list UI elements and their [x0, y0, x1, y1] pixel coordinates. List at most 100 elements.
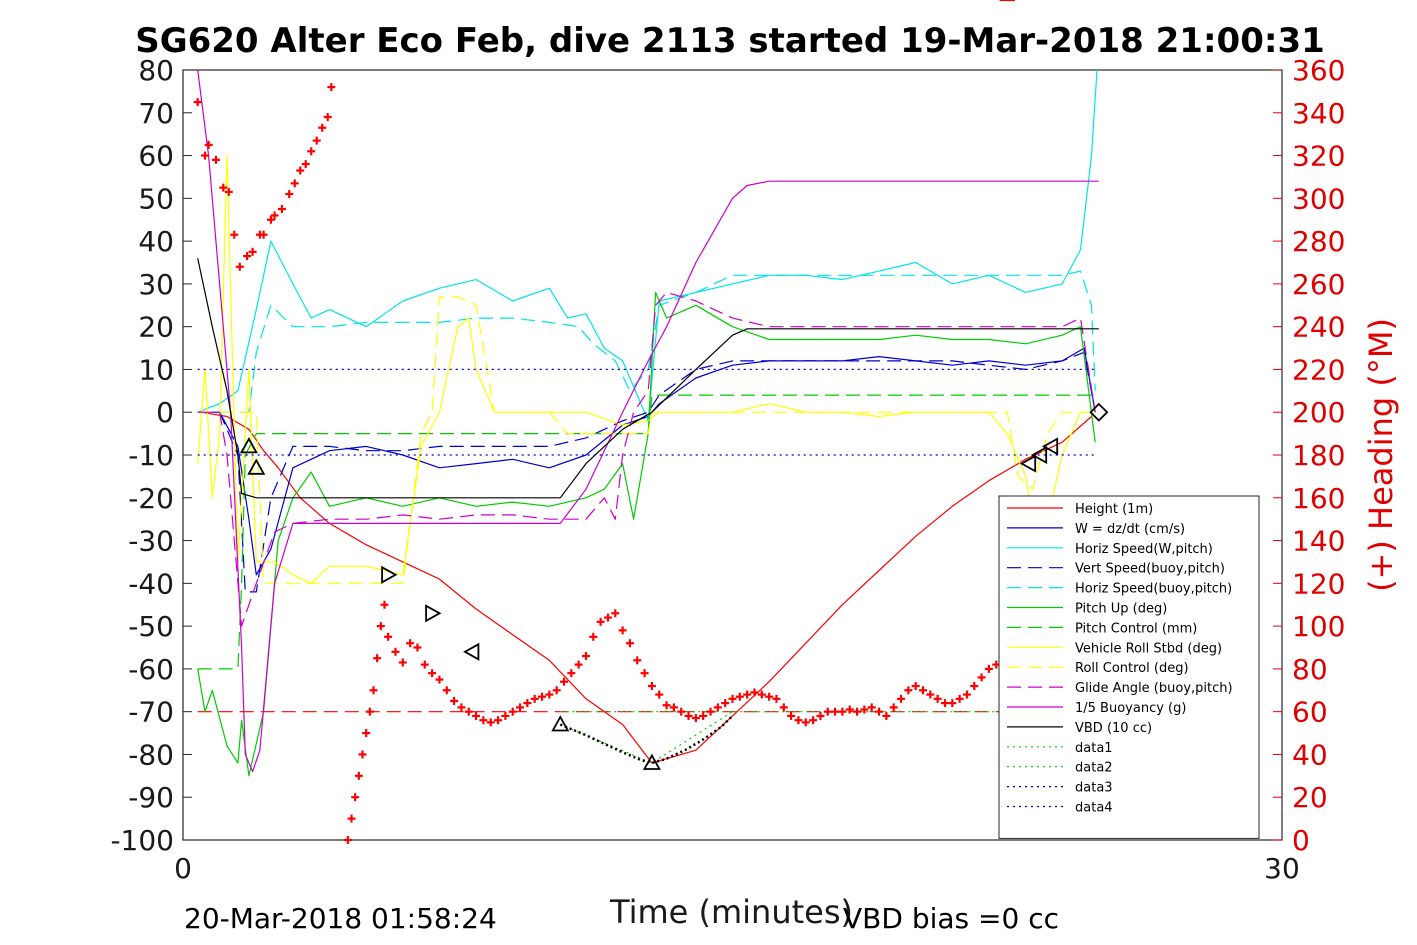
- heading-point: [290, 179, 299, 188]
- y-right-tick-label: 60: [1292, 696, 1328, 729]
- heading-point: [567, 669, 576, 678]
- legend-label: data4: [1075, 801, 1113, 816]
- y-right-tick-label: 40: [1292, 738, 1328, 771]
- heading-point: [581, 652, 590, 661]
- dive-marker: [1030, 445, 1048, 465]
- y-right-tick-label: 320: [1292, 140, 1345, 173]
- heading-point: [809, 716, 818, 725]
- heading-point: [904, 686, 913, 695]
- legend-label: data1: [1075, 741, 1113, 756]
- heading-point: [889, 703, 898, 712]
- heading-point: [926, 690, 935, 699]
- axis-ticks: 80706050403020100-10-20-30-40-50-60-70-8…: [110, 54, 1345, 885]
- heading-point: [224, 187, 233, 196]
- series-line: [197, 347, 1096, 576]
- heading-point: [933, 694, 942, 703]
- heading-point: [369, 686, 378, 695]
- y-tick-label: 0: [156, 396, 174, 429]
- heading-point: [235, 262, 244, 271]
- legend-entry: W = dz/dt (cm/s): [1007, 522, 1185, 537]
- heading-point: [343, 836, 352, 844]
- y-right-tick-label: 280: [1292, 225, 1345, 258]
- legend-entry: data2: [1007, 761, 1113, 776]
- heading-point: [559, 677, 568, 686]
- heading-point: [266, 215, 275, 224]
- footer-date: 20-Mar-2018 01:58:24: [184, 902, 497, 935]
- heading-point: [860, 705, 869, 714]
- heading-point: [918, 686, 927, 695]
- heading-point: [787, 711, 796, 720]
- legend-label: Height (1m): [1075, 502, 1153, 517]
- legend-entry: Vehicle Roll Stbd (deg): [1007, 641, 1222, 656]
- heading-point: [662, 701, 671, 710]
- heading-point: [574, 660, 583, 669]
- y-tick-label: -30: [128, 525, 174, 558]
- legend-entry: Pitch Up (deg): [1007, 602, 1167, 617]
- heading-point: [354, 771, 363, 780]
- heading-point: [977, 673, 986, 682]
- legend-entry: Pitch Control (mm): [1007, 621, 1197, 636]
- y-tick-label: 20: [138, 311, 174, 344]
- x-tick-label: 30: [1264, 852, 1300, 885]
- legend-entry: Horiz Speed(buoy,pitch): [1007, 582, 1232, 597]
- heading-point: [699, 711, 708, 720]
- heading-point: [376, 622, 385, 631]
- heading-point: [479, 716, 488, 725]
- heading-point: [838, 707, 847, 716]
- heading-point: [640, 669, 649, 678]
- heading-point: [765, 692, 774, 701]
- y-tick-label: -50: [128, 610, 174, 643]
- chart-title: SG620 Alter Eco Feb, dive 2113 started 1…: [135, 21, 1325, 61]
- y-right-tick-label: 120: [1292, 567, 1345, 600]
- heading-point: [327, 83, 336, 92]
- heading-point: [984, 664, 993, 673]
- heading-point: [882, 711, 891, 720]
- heading-point: [318, 123, 327, 132]
- heading-point: [391, 647, 400, 656]
- series-line: [197, 291, 1096, 777]
- heading-point: [243, 252, 252, 261]
- heading-point: [779, 703, 788, 712]
- legend-label: W = dz/dt (cm/s): [1075, 522, 1185, 537]
- heading-point: [508, 707, 517, 716]
- dive-marker: [642, 753, 661, 770]
- y-tick-label: 80: [138, 54, 174, 87]
- heading-point: [655, 690, 664, 699]
- heading-point: [713, 703, 722, 712]
- legend: Height (1m) W = dz/dt (cm/s) Horiz Speed(W…: [998, 495, 1260, 839]
- legend-box: [998, 495, 1260, 839]
- heading-point: [486, 718, 495, 727]
- heading-point: [853, 707, 862, 716]
- heading-point: [358, 750, 367, 759]
- y-tick-label: 50: [138, 182, 174, 215]
- legend-entry: 1/5 Buoyancy (g): [1007, 701, 1186, 716]
- y-tick-label: 40: [138, 225, 174, 258]
- legend-entry: Roll Control (deg): [1007, 661, 1189, 676]
- heading-point: [875, 707, 884, 716]
- heading-point: [442, 686, 451, 695]
- heading-point: [589, 632, 598, 641]
- heading-point: [867, 703, 876, 712]
- heading-point: [347, 814, 356, 823]
- legend-label: Pitch Up (deg): [1075, 602, 1167, 617]
- heading-point: [380, 600, 389, 609]
- y-tick-label: 30: [138, 268, 174, 301]
- y-right-tick-label: 220: [1292, 353, 1345, 386]
- dive-marker: [1019, 454, 1037, 473]
- heading-point: [501, 711, 510, 720]
- heading-point: [691, 714, 700, 723]
- footer-vbd-bias: VBD bias =0 cc: [843, 902, 1059, 935]
- heading-point: [743, 690, 752, 699]
- heading-point: [351, 793, 360, 802]
- heading-point: [365, 707, 374, 716]
- heading-point: [801, 718, 810, 727]
- chart-marks: [193, 0, 1109, 844]
- series-line: [197, 394, 1096, 670]
- y-right-tick-label: 80: [1292, 653, 1328, 686]
- y-tick-label: -100: [110, 824, 174, 857]
- heading-point: [552, 686, 561, 695]
- legend-label: VBD (10 cc): [1075, 721, 1152, 736]
- heading-point: [450, 696, 459, 705]
- series-line: [197, 258, 1099, 499]
- heading-point: [323, 113, 332, 122]
